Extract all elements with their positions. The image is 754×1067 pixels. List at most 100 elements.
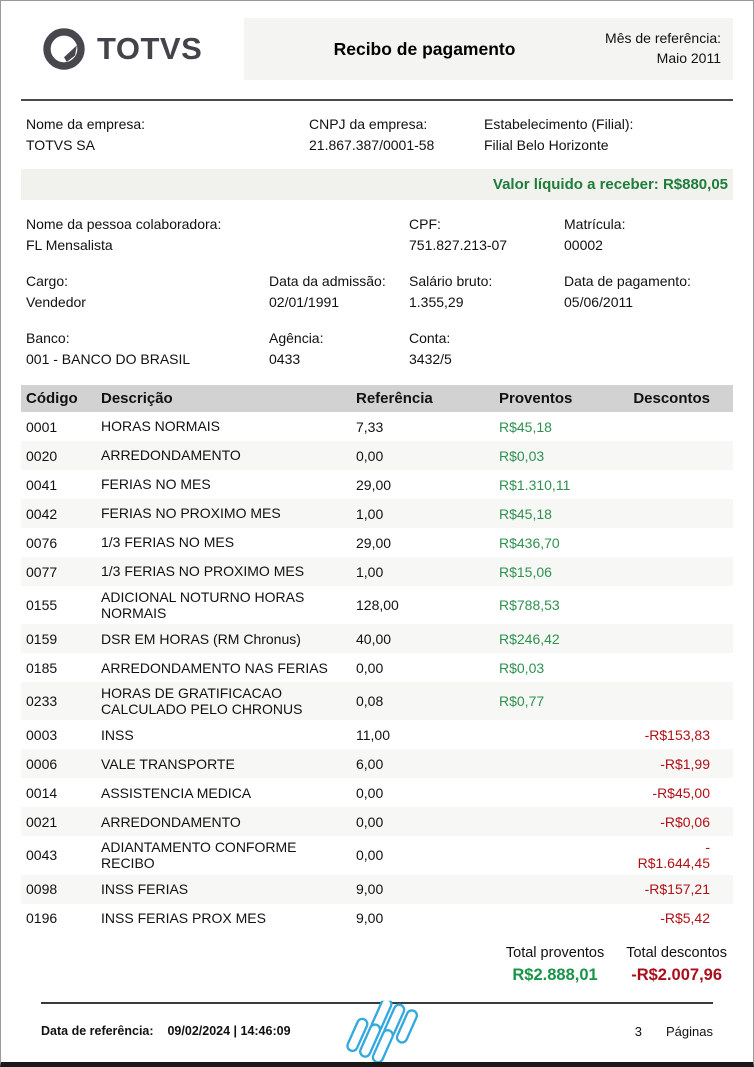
total-descontos-label: Total descontos — [626, 944, 727, 961]
row-description: HORAS DE GRATIFICACAO CALCULADO PELO CHR… — [101, 685, 303, 718]
row-description: ADIANTAMENTO CONFORME RECIBO — [101, 839, 297, 872]
totvs-stripes-icon — [346, 1000, 419, 1062]
row-code: 0185 — [26, 659, 58, 676]
row-code: 0098 — [26, 881, 58, 898]
company-cnpj-field: CNPJ da empresa: 21.867.387/0001-58 — [309, 114, 484, 156]
total-proventos-label: Total proventos — [505, 944, 605, 961]
employee-banco-label: Banco: — [26, 330, 70, 346]
row-code: 0043 — [26, 847, 58, 864]
total-descontos-value: -R$2.007,96 — [631, 966, 723, 985]
row-provento-value: R$0,77 — [499, 693, 545, 710]
company-name-value: TOTVS SA — [26, 137, 95, 153]
row-desconto-value: -R$153,83 — [644, 726, 710, 743]
header: TOTVS Recibo de pagamento Mês de referên… — [21, 18, 733, 80]
employee-name-value: FL Mensalista — [26, 237, 113, 253]
row-description: VALE TRANSPORTE — [101, 755, 235, 772]
row-reference: 1,00 — [356, 505, 384, 522]
table-row: 0014 ASSISTENCIA MEDICA 0,00 -R$45,00 — [21, 778, 733, 807]
employee-cpf-field: CPF: 751.827.213-07 — [409, 214, 564, 256]
row-provento-value: R$15,06 — [499, 563, 552, 580]
employee-cpf-label: CPF: — [409, 216, 441, 232]
row-description: HORAS NORMAIS — [101, 418, 221, 435]
row-desconto-value: -R$5,42 — [660, 910, 710, 927]
row-reference: 1,00 — [356, 563, 384, 580]
table-row: 0041 FERIAS NO MES 29,00 R$1.310,11 — [21, 470, 733, 499]
row-reference: 11,00 — [356, 726, 390, 743]
row-desconto-value: -R$1,99 — [660, 755, 710, 772]
table-row: 0043 ADIANTAMENTO CONFORME RECIBO 0,00 -… — [21, 836, 733, 874]
employee-matricula-value: 00002 — [564, 237, 603, 253]
column-header-descontos: Descontos — [633, 390, 710, 407]
employee-agencia-label: Agência: — [269, 330, 324, 346]
title-box: Recibo de pagamento Mês de referência: M… — [244, 18, 733, 80]
employee-admissao-field: Data da admissão: 02/01/1991 — [269, 271, 409, 313]
column-header-proventos: Proventos — [499, 390, 573, 407]
row-code: 0042 — [26, 505, 58, 522]
row-provento-value: R$0,03 — [499, 659, 545, 676]
net-pay-bar: Valor líquido a receber: R$880,05 — [21, 169, 733, 200]
total-proventos: Total proventos R$2.888,01 — [506, 943, 604, 988]
total-descontos: Total descontos -R$2.007,96 — [626, 943, 727, 988]
column-header-codigo: Código — [26, 390, 78, 407]
company-cnpj-value: 21.867.387/0001-58 — [309, 137, 435, 153]
row-desconto-value: -R$0,06 — [660, 813, 710, 830]
row-reference: 29,00 — [356, 534, 392, 551]
reference-date-label: Data de referência: — [41, 1024, 154, 1038]
row-code: 0076 — [26, 534, 58, 551]
row-code: 0159 — [26, 630, 58, 647]
table-row: 0006 VALE TRANSPORTE 6,00 -R$1,99 — [21, 749, 733, 779]
employee-conta-field: Conta: 3432/5 — [409, 328, 564, 370]
table-row: 0003 INSS 11,00 -R$153,83 — [21, 720, 733, 749]
totvs-logo: TOTVS — [21, 18, 244, 80]
month-reference-value: Maio 2011 — [656, 50, 721, 66]
row-code: 0041 — [26, 476, 58, 493]
row-desconto-value: -R$1.644,45 — [637, 839, 710, 872]
month-reference: Mês de referência: Maio 2011 — [605, 29, 723, 68]
net-pay-text: Valor líquido a receber: R$880,05 — [492, 176, 728, 193]
company-branch-field: Estabelecimento (Filial): Filial Belo Ho… — [484, 114, 733, 156]
row-reference: 0,00 — [356, 813, 384, 830]
row-code: 0233 — [26, 693, 58, 710]
row-reference: 128,00 — [356, 597, 399, 614]
row-reference: 7,33 — [356, 418, 384, 435]
table-row: 0185 ARREDONDAMENTO NAS FERIAS 0,00 R$0,… — [21, 653, 733, 682]
reference-date-value: 09/02/2024 | 14:46:09 — [167, 1024, 291, 1038]
employee-matricula-label: Matrícula: — [564, 216, 626, 232]
row-reference: 0,00 — [356, 447, 384, 464]
table-row: 0155 ADICIONAL NOTURNO HORAS NORMAIS 128… — [21, 586, 733, 624]
employee-pagamento-field: Data de pagamento: 05/06/2011 — [564, 271, 733, 313]
pager: 3 Páginas — [635, 1024, 713, 1039]
row-code: 0196 — [26, 910, 58, 927]
row-code: 0014 — [26, 784, 58, 801]
row-description: 1/3 FERIAS NO MES — [101, 534, 235, 551]
table-header: Código Descrição Referência Proventos De… — [21, 385, 733, 412]
column-header-descricao: Descrição — [101, 389, 173, 407]
row-code: 0155 — [26, 597, 58, 614]
employee-conta-value: 3432/5 — [409, 351, 452, 367]
table-row: 0159 DSR EM HORAS (RM Chronus) 40,00 R$2… — [21, 624, 733, 654]
employee-banco-value: 001 - BANCO DO BRASIL — [26, 351, 191, 367]
row-code: 0006 — [26, 755, 58, 772]
employee-agencia-value: 0433 — [269, 351, 301, 367]
employee-admissao-label: Data da admissão: — [269, 273, 386, 289]
table-row: 0020 ARREDONDAMENTO 0,00 R$0,03 — [21, 441, 733, 470]
brand-text: TOTVS — [97, 31, 203, 66]
header-divider — [21, 99, 733, 101]
table-row: 0077 1/3 FERIAS NO PROXIMO MES 1,00 R$15… — [21, 557, 733, 586]
footer-divider — [41, 1002, 713, 1004]
table-row: 0001 HORAS NORMAIS 7,33 R$45,18 — [21, 412, 733, 441]
company-section: Nome da empresa: TOTVS SA CNPJ da empres… — [21, 114, 733, 156]
column-header-referencia: Referência — [356, 390, 433, 407]
employee-conta-label: Conta: — [409, 330, 451, 346]
footer: Data de referência: 09/02/2024 | 14:46:0… — [1, 1000, 753, 1062]
employee-agencia-field: Agência: 0433 — [269, 328, 409, 370]
row-reference: 0,00 — [356, 659, 384, 676]
row-reference: 29,00 — [356, 476, 392, 493]
row-code: 0021 — [26, 813, 58, 830]
company-name-label: Nome da empresa: — [26, 116, 146, 132]
table-row: 0196 INSS FERIAS PROX MES 9,00 -R$5,42 — [21, 904, 733, 933]
row-provento-value: R$436,70 — [499, 534, 560, 551]
row-reference: 40,00 — [356, 630, 392, 647]
row-code: 0077 — [26, 563, 58, 580]
row-description: ADICIONAL NOTURNO HORAS NORMAIS — [101, 589, 305, 622]
